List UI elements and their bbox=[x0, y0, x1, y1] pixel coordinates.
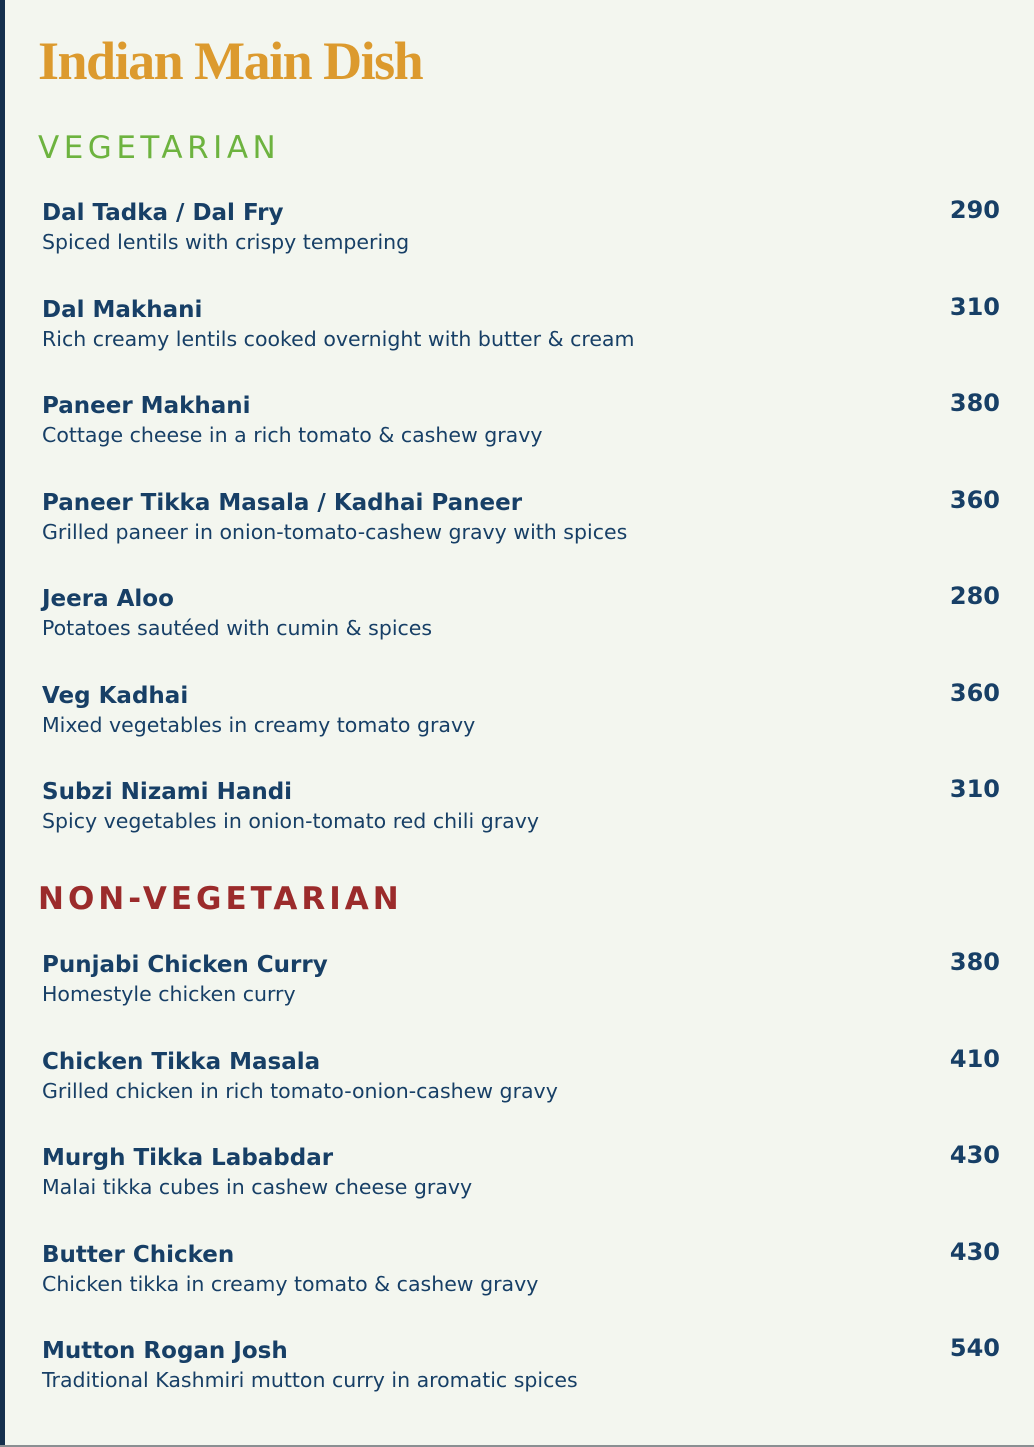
item-price: 430 bbox=[949, 1141, 1000, 1169]
item-description: Spicy vegetables in onion-tomato red chi… bbox=[42, 809, 539, 833]
item-price: 290 bbox=[949, 196, 1000, 224]
item-description: Grilled paneer in onion-tomato-cashew gr… bbox=[42, 519, 628, 544]
item-price: 310 bbox=[949, 292, 1000, 321]
item-description: Homestyle chicken curry bbox=[42, 982, 296, 1006]
item-description: Malai tikka cubes in cashew cheese gravy bbox=[42, 1175, 473, 1199]
item-price: 380 bbox=[949, 389, 1000, 417]
item-name: Dal Tadka / Dal Fry bbox=[42, 200, 284, 226]
item-name: Dal Makhani bbox=[42, 296, 203, 323]
non-vegetarian-list: Punjabi Chicken Curry Homestyle chicken c… bbox=[42, 948, 1000, 1434]
item-name: Veg Kadhai bbox=[42, 682, 189, 709]
item-description: Rich creamy lentils cooked overnight wit… bbox=[42, 326, 635, 351]
item-description: Spiced lentils with crispy tempering bbox=[42, 230, 410, 254]
item-name: Punjabi Chicken Curry bbox=[42, 952, 328, 978]
item-price: 380 bbox=[949, 948, 1000, 976]
item-description: Chicken tikka in creamy tomato & cashew … bbox=[42, 1271, 539, 1296]
item-description: Grilled chicken in rich tomato-onion-cas… bbox=[42, 1078, 558, 1103]
page-title: Indian Main Dish bbox=[38, 31, 424, 91]
item-name: Jeera Aloo bbox=[42, 586, 174, 612]
item-description: Cottage cheese in a rich tomato & cashew… bbox=[42, 423, 543, 447]
menu-item: Mutton Rogan Josh Traditional Kashmiri mu… bbox=[42, 1334, 1000, 1434]
left-border bbox=[0, 0, 5, 1447]
item-price: 540 bbox=[949, 1334, 1000, 1362]
item-price: 310 bbox=[949, 775, 1000, 803]
item-name: Paneer Tikka Masala / Kadhai Paneer bbox=[42, 489, 523, 516]
menu-item: Paneer Makhani Cottage cheese in a rich t… bbox=[42, 389, 1000, 489]
item-name: Paneer Makhani bbox=[42, 393, 251, 419]
menu-item: Dal Tadka / Dal Fry Spiced lentils with c… bbox=[42, 196, 1000, 296]
section-heading-vegetarian: VEGETARIAN bbox=[38, 130, 281, 166]
menu-item: Butter Chicken Chicken tikka in creamy to… bbox=[42, 1237, 1000, 1338]
item-description: Potatoes sautéed with cumin & spices bbox=[42, 616, 433, 640]
item-name: Butter Chicken bbox=[42, 1241, 235, 1268]
item-price: 360 bbox=[949, 485, 1000, 514]
item-name: Mutton Rogan Josh bbox=[42, 1338, 288, 1364]
item-price: 430 bbox=[949, 1237, 1000, 1266]
menu-item: Jeera Aloo Potatoes sautéed with cumin & … bbox=[42, 582, 1000, 682]
item-price: 410 bbox=[949, 1044, 1000, 1073]
section-heading-non-vegetarian: NON-VEGETARIAN bbox=[38, 881, 403, 917]
menu-item: Paneer Tikka Masala / Kadhai Paneer Grill… bbox=[42, 485, 1000, 586]
vegetarian-list: Dal Tadka / Dal Fry Spiced lentils with c… bbox=[42, 196, 1000, 875]
bottom-divider bbox=[0, 1445, 1034, 1447]
menu-item: Punjabi Chicken Curry Homestyle chicken c… bbox=[42, 948, 1000, 1048]
item-description: Mixed vegetables in creamy tomato gravy bbox=[42, 712, 476, 737]
menu-item: Chicken Tikka Masala Grilled chicken in r… bbox=[42, 1044, 1000, 1145]
item-name: Subzi Nizami Handi bbox=[42, 779, 293, 805]
menu-item: Murgh Tikka Lababdar Malai tikka cubes in… bbox=[42, 1141, 1000, 1241]
menu-item: Dal Makhani Rich creamy lentils cooked ov… bbox=[42, 292, 1000, 393]
menu-item: Subzi Nizami Handi Spicy vegetables in on… bbox=[42, 775, 1000, 875]
item-name: Chicken Tikka Masala bbox=[42, 1048, 321, 1075]
item-description: Traditional Kashmiri mutton curry in aro… bbox=[42, 1368, 578, 1392]
item-name: Murgh Tikka Lababdar bbox=[42, 1145, 334, 1171]
item-price: 360 bbox=[949, 678, 1000, 707]
menu-item: Veg Kadhai Mixed vegetables in creamy tom… bbox=[42, 678, 1000, 779]
item-price: 280 bbox=[949, 582, 1000, 610]
